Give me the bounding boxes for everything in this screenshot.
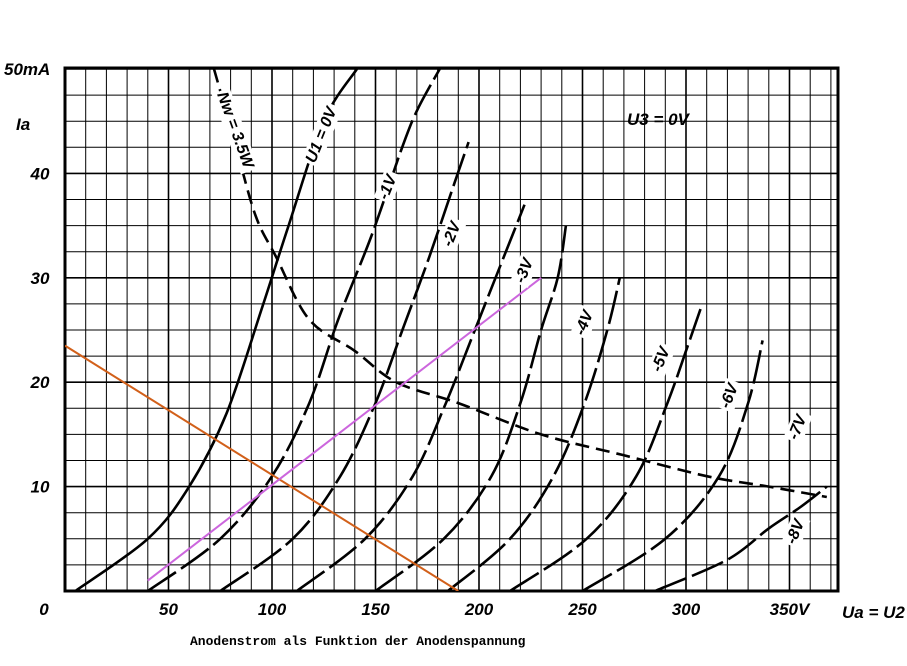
curve-label-background [373,169,403,205]
y-tick-label: 40 [30,164,50,183]
curve-label: Nw = 3.5W [213,90,257,172]
curve-label-background [783,409,813,445]
x-axis-label: Ua = U2 [842,603,905,622]
plot-frame [63,66,840,593]
curve-label-background [437,216,467,252]
curve-label-background [301,101,343,168]
curve-3v [296,204,526,591]
curve-label-background [715,377,745,414]
y-axis-label: Ia [16,115,30,134]
tick-labels: 0 50 100 150 200 250 300 350V 10 20 30 40 50mA [4,60,811,619]
curve-label-background [211,87,259,175]
curve-label-background [570,304,600,341]
load-line [65,344,459,591]
operating-line [147,277,542,582]
curve-5v [447,277,622,591]
x-tick-label: 150 [361,600,390,619]
curve-6v [509,308,702,591]
curve-7v [581,340,764,591]
curve-label-background [510,252,540,288]
curve-label: U1 = 0V [303,104,341,166]
y-tick-label: 50mA [4,60,50,79]
curve-8v [654,485,828,591]
curve-1v [147,68,441,591]
y-tick-label: 30 [31,269,50,288]
x-tick-label: 200 [464,600,494,619]
x-tick-label: 250 [567,600,597,619]
curve-2v [219,141,470,591]
y-tick-label: 10 [31,478,50,497]
curve-label-background [781,513,811,549]
y-tick-label: 20 [30,373,50,392]
chart-caption: Anodenstrom als Funktion der Anodenspann… [190,634,526,649]
x-tick-label: 100 [258,600,287,619]
curve-4v [374,225,568,591]
x-tick-label: 0 [39,600,49,619]
x-tick-label: 300 [672,600,701,619]
grid-voltage-annotation: U3 = 0V [627,110,691,129]
curve-label-background [646,341,676,377]
grid [64,68,838,592]
x-tick-label: 50 [159,600,178,619]
x-tick-label: 350V [770,600,811,619]
